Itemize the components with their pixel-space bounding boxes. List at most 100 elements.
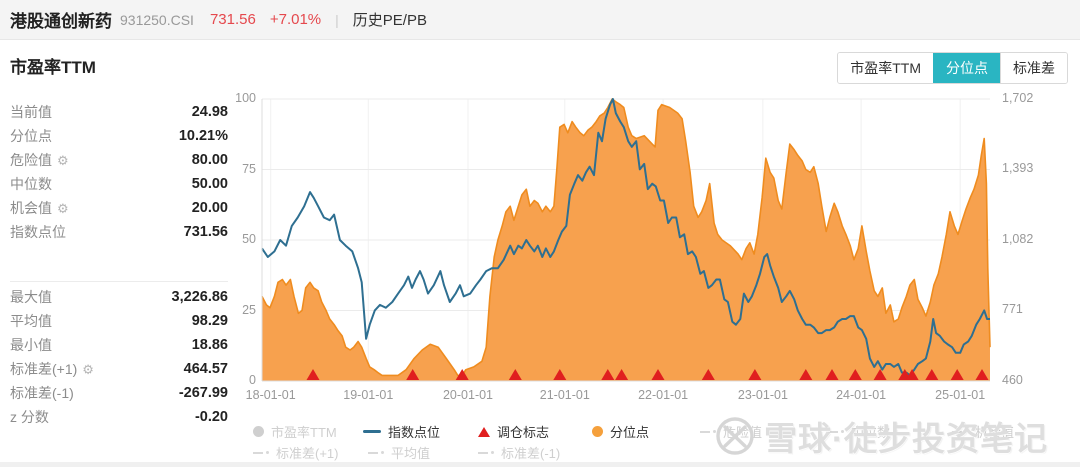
toggle-市盈率TTM[interactable]: 市盈率TTM bbox=[838, 53, 933, 83]
right-axis-tick: 771 bbox=[1002, 302, 1023, 317]
toggle-标准差[interactable]: 标准差 bbox=[1000, 53, 1067, 83]
toggle-分位点[interactable]: 分位点 bbox=[933, 53, 1000, 83]
legend-label: 中位数 bbox=[851, 425, 891, 440]
rebalance-marker bbox=[553, 369, 567, 380]
legend-label: 指数点位 bbox=[388, 425, 441, 440]
stat-label: 指数点位 bbox=[10, 224, 66, 240]
stat-label: 机会值 ⚙ bbox=[10, 200, 69, 216]
stat-label: z 分数 bbox=[10, 409, 49, 425]
history-pe-pb-link[interactable]: 历史PE/PB bbox=[352, 12, 427, 29]
rebalance-marker bbox=[455, 369, 469, 380]
stat-value: 80.00 bbox=[191, 152, 228, 168]
right-axis-tick: 1,393 bbox=[1002, 161, 1034, 176]
triangle-legend-marker-icon bbox=[478, 426, 490, 437]
watermark: 雪球·徒步投资笔记 bbox=[714, 412, 1048, 460]
stat-label: 危险值 ⚙ bbox=[10, 152, 69, 168]
stat-row: z 分数 -0.20 bbox=[10, 405, 228, 429]
stat-row: 分位点 10.21% bbox=[10, 124, 228, 148]
legend-label: 调仓标志 bbox=[497, 425, 550, 440]
stat-value: 50.00 bbox=[191, 176, 228, 192]
dashdot-legend-marker-icon bbox=[368, 451, 384, 454]
legend-item-市盈率TTM[interactable]: 市盈率TTM bbox=[253, 422, 337, 441]
x-axis-tick: 25-01-01 bbox=[935, 388, 986, 402]
dashdot-legend-marker-icon bbox=[700, 430, 716, 433]
left-axis-tick: 0 bbox=[249, 373, 256, 387]
right-axis-tick: 1,082 bbox=[1002, 231, 1034, 246]
legend-item-平均值[interactable]: 平均值 bbox=[368, 443, 430, 462]
rebalance-marker bbox=[873, 369, 887, 380]
stat-label: 当前值 bbox=[10, 104, 52, 120]
x-axis-tick: 21-01-01 bbox=[539, 388, 590, 402]
stat-row: 机会值 ⚙ 20.00 bbox=[10, 196, 228, 220]
gear-icon[interactable]: ⚙ bbox=[57, 200, 69, 216]
xueqiu-logo-icon bbox=[716, 417, 754, 455]
x-axis-tick: 20-01-01 bbox=[442, 388, 494, 402]
rebalance-marker bbox=[508, 369, 522, 380]
stat-label: 平均值 bbox=[10, 313, 52, 329]
header-divider: | bbox=[335, 11, 339, 28]
rebalance-marker bbox=[601, 369, 615, 380]
legend-label: 分位点 bbox=[610, 425, 650, 440]
rebalance-marker bbox=[615, 369, 629, 380]
x-axis-tick: 19-01-01 bbox=[343, 388, 394, 402]
stat-row: 指数点位 731.56 bbox=[10, 220, 228, 244]
gear-icon[interactable]: ⚙ bbox=[82, 361, 94, 377]
watermark-text: 雪球·徒步投资笔记 bbox=[764, 420, 1048, 457]
stat-label: 最大值 bbox=[10, 289, 52, 305]
stat-value: 3,226.86 bbox=[171, 289, 228, 305]
bottom-divider bbox=[0, 462, 1080, 467]
rebalance-marker bbox=[925, 369, 939, 380]
left-axis-tick: 100 bbox=[235, 91, 256, 105]
dot-legend-marker-icon bbox=[592, 426, 603, 437]
percentile-area bbox=[262, 99, 990, 381]
stat-label: 中位数 bbox=[10, 176, 52, 192]
stat-row: 危险值 ⚙ 80.00 bbox=[10, 148, 228, 172]
index-change-percent: +7.01% bbox=[269, 11, 322, 28]
legend-item-机会值[interactable]: 机会值 bbox=[952, 422, 1014, 441]
stat-value: 464.57 bbox=[183, 361, 228, 377]
stat-label: 标准差(+1) ⚙ bbox=[10, 361, 94, 377]
legend-item-指数点位[interactable]: 指数点位 bbox=[363, 422, 440, 441]
header-bar: 港股通创新药 931250.CSI 731.56 +7.01% | 历史PE/P… bbox=[0, 0, 1080, 40]
gear-icon[interactable]: ⚙ bbox=[57, 152, 69, 168]
stat-value: -0.20 bbox=[194, 409, 228, 425]
rebalance-marker bbox=[651, 369, 665, 380]
stat-row: 标准差(+1) ⚙ 464.57 bbox=[10, 357, 228, 381]
stat-row: 平均值 98.29 bbox=[10, 309, 228, 333]
index-code: 931250.CSI bbox=[120, 11, 194, 28]
rebalance-marker bbox=[950, 369, 964, 380]
right-axis-tick: 460 bbox=[1002, 373, 1023, 387]
legend-item-标准差(-1)[interactable]: 标准差(-1) bbox=[478, 443, 560, 462]
stat-label: 标准差(-1) bbox=[10, 385, 74, 401]
legend-item-分位点[interactable]: 分位点 bbox=[592, 422, 649, 441]
stat-value: -267.99 bbox=[178, 385, 228, 401]
x-axis-tick: 23-01-01 bbox=[737, 388, 788, 402]
stat-label: 最小值 bbox=[10, 337, 52, 353]
rebalance-marker bbox=[799, 369, 813, 380]
x-axis-tick: 22-01-01 bbox=[638, 388, 689, 402]
stat-value: 18.86 bbox=[191, 337, 228, 353]
legend-item-调仓标志[interactable]: 调仓标志 bbox=[478, 422, 549, 441]
dot-legend-marker-icon bbox=[253, 426, 264, 437]
legend-item-标准差(+1)[interactable]: 标准差(+1) bbox=[253, 443, 338, 462]
stat-value: 24.98 bbox=[191, 104, 228, 120]
rebalance-marker bbox=[825, 369, 839, 380]
dashdot-legend-marker-icon bbox=[253, 451, 269, 454]
stat-label: 分位点 bbox=[10, 128, 52, 144]
index-name: 港股通创新药 bbox=[10, 12, 112, 31]
rebalance-marker bbox=[905, 369, 919, 380]
index-price: 731.56 bbox=[209, 11, 256, 28]
left-axis-tick: 25 bbox=[242, 302, 256, 317]
rebalance-marker bbox=[975, 369, 989, 380]
rebalance-marker bbox=[701, 369, 715, 380]
legend-label: 标准差(-1) bbox=[501, 446, 561, 461]
x-axis-tick: 24-01-01 bbox=[836, 388, 887, 402]
legend-label: 机会值 bbox=[975, 425, 1015, 440]
rebalance-marker bbox=[748, 369, 762, 380]
dashdot-legend-marker-icon bbox=[952, 430, 968, 433]
legend-item-中位数[interactable]: 中位数 bbox=[828, 422, 890, 441]
stat-value: 98.29 bbox=[191, 313, 228, 329]
rebalance-marker bbox=[406, 369, 420, 380]
